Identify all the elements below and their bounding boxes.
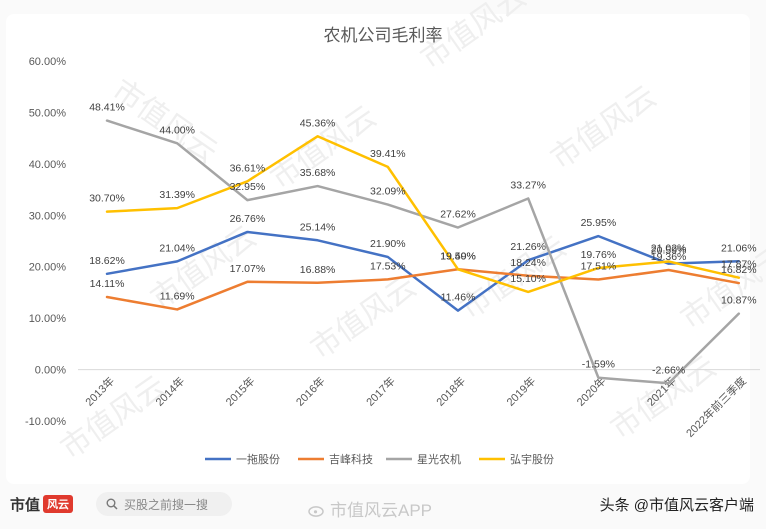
data-label: 16.88% <box>300 264 336 276</box>
data-label: -2.66% <box>652 364 685 376</box>
data-label: 14.11% <box>90 278 125 290</box>
weibo-icon <box>308 506 324 517</box>
data-label: 35.68% <box>300 167 336 179</box>
data-label: 27.62% <box>440 209 476 221</box>
data-label: 21.26% <box>510 241 546 253</box>
data-label: 25.95% <box>581 217 617 229</box>
series-layer <box>105 119 741 385</box>
data-label: 32.09% <box>370 186 406 198</box>
author-credit: 头条 @市值风云客户端 <box>599 497 754 514</box>
x-tick-label: 2015年 <box>223 374 258 409</box>
y-tick-label: 20.00% <box>29 262 67 274</box>
data-label: 17.53% <box>370 260 406 272</box>
y-tick-label: 30.00% <box>29 210 67 222</box>
data-label: 33.27% <box>510 179 546 191</box>
data-label: 21.04% <box>159 242 195 254</box>
x-tick-label: 2018年 <box>433 374 468 409</box>
y-tick-label: 10.00% <box>29 313 67 325</box>
brand-logo: 市值 风云 <box>10 494 74 515</box>
data-label: 15.10% <box>510 273 546 285</box>
data-label: 32.95% <box>230 181 266 193</box>
x-tick-label: 2019年 <box>503 374 538 409</box>
data-label: 30.70% <box>89 193 125 205</box>
legend-label: 吉峰科技 <box>329 452 373 466</box>
app-watermark-text: 市值风云APP <box>330 501 433 520</box>
data-labels: 18.62% 21.04% 26.76% 25.14% 21.90% 11.46% 21.2… <box>89 102 756 377</box>
y-tick-label: 60.00% <box>29 56 67 68</box>
data-label: 20.59% <box>651 245 687 257</box>
watermark-text: 市值风云 <box>305 270 422 366</box>
search-box[interactable]: 买股之前搜一搜 <box>96 492 232 516</box>
data-label: 19.50% <box>440 250 476 262</box>
search-placeholder: 买股之前搜一搜 <box>124 497 209 512</box>
series-line <box>105 268 741 311</box>
brand-badge: 风云 <box>43 495 74 513</box>
y-axis: 60.00% 50.00% 40.00% 30.00% 20.00% 10.00% 0.00… <box>25 56 760 428</box>
data-label: 18.62% <box>89 255 125 267</box>
data-label: 16.82% <box>721 264 757 276</box>
data-label: 10.87% <box>721 295 757 307</box>
chart-card <box>6 14 750 484</box>
data-label: -1.59% <box>582 359 615 371</box>
y-tick-label: 0.00% <box>35 365 66 377</box>
data-label: 39.41% <box>370 148 406 160</box>
x-tick-label: 2017年 <box>363 374 398 409</box>
data-label: 25.14% <box>300 221 336 233</box>
data-label: 19.76% <box>581 249 617 261</box>
data-label: 17.07% <box>230 263 266 275</box>
data-label: 44.00% <box>159 124 195 136</box>
data-label: 18.24% <box>510 257 546 269</box>
brand-text: 市值 <box>10 497 41 514</box>
app-watermark: 市值风云APP <box>308 496 432 521</box>
data-label: 17.87% <box>721 259 757 271</box>
series-line <box>105 230 741 312</box>
data-label: 48.41% <box>89 102 125 114</box>
legend: 一拖股份 吉峰科技 星光农机 弘宇股份 <box>205 452 554 466</box>
legend-label: 星光农机 <box>417 452 461 466</box>
data-label: 21.90% <box>370 238 406 250</box>
legend-label: 弘宇股份 <box>510 453 554 466</box>
data-label: 21.02% <box>651 242 687 254</box>
data-label: 26.76% <box>230 213 266 225</box>
data-label: 19.49% <box>440 250 476 262</box>
data-label: 17.51% <box>581 261 617 273</box>
data-label: 19.36% <box>651 251 687 263</box>
data-label: 21.06% <box>721 242 757 254</box>
x-tick-label: 2016年 <box>293 374 328 409</box>
watermark-text: 市值风云 <box>545 80 662 176</box>
y-tick-label: 40.00% <box>29 159 67 171</box>
chart-title: 农机公司毛利率 <box>324 26 443 45</box>
search-icon <box>106 498 118 510</box>
y-tick-label: 50.00% <box>29 107 67 119</box>
data-label: 36.61% <box>230 162 266 174</box>
y-tick-label: -10.00% <box>25 416 66 428</box>
watermark-text: 市值风云 <box>265 100 382 196</box>
data-label: 11.46% <box>441 292 476 304</box>
footer-bar: 市值 风云 买股之前搜一搜 市值风云APP 头条 @市值风云客户端 <box>0 486 766 529</box>
data-label: 31.39% <box>159 189 195 201</box>
legend-label: 一拖股份 <box>236 452 280 466</box>
data-label: 45.36% <box>300 117 336 129</box>
series-line <box>105 135 741 294</box>
data-label: 11.69% <box>160 290 195 302</box>
watermark-text: 市值风云 <box>106 74 223 170</box>
